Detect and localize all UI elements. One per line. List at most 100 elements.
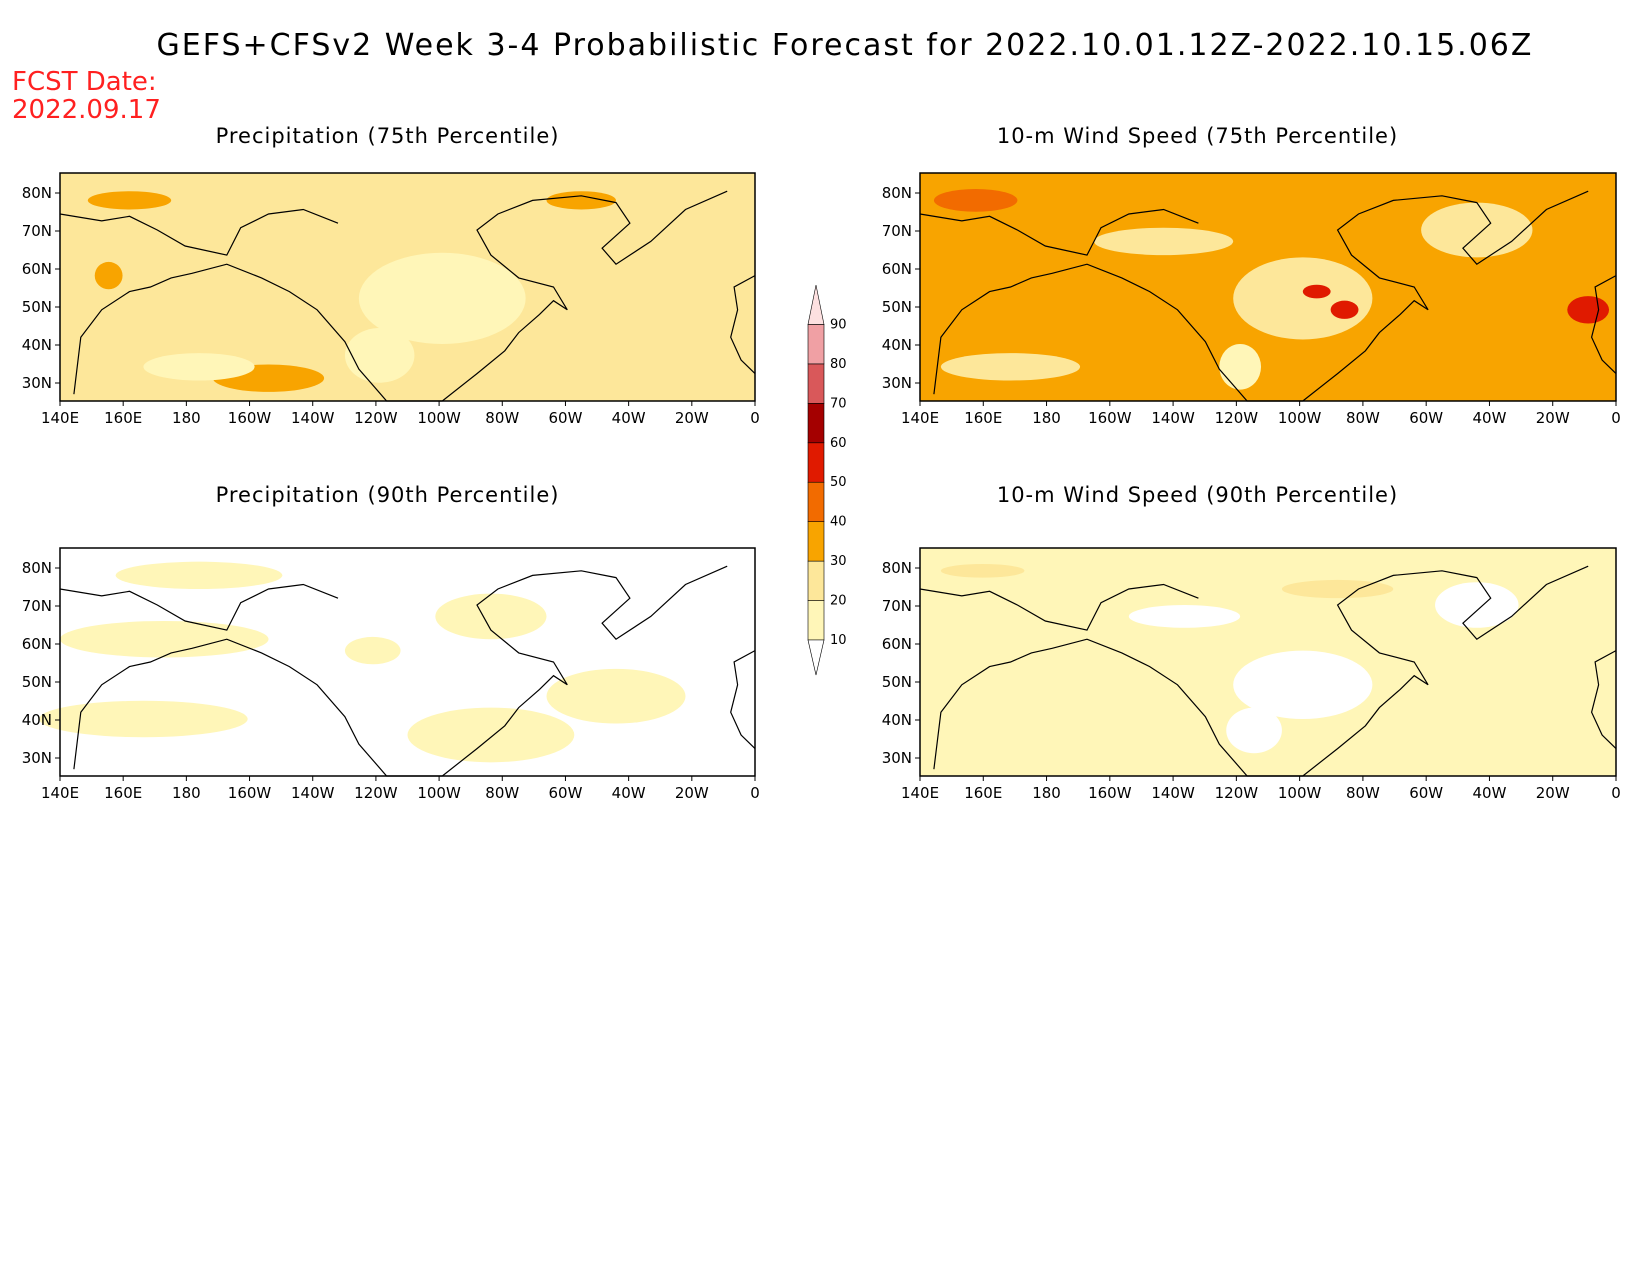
x-tick-label: 180 [172, 784, 201, 802]
coastline-north-america [73, 565, 728, 777]
colorbar-swatch [807, 481, 825, 522]
x-tick-label: 160E [964, 409, 1002, 427]
y-tick-label: 50N [22, 673, 52, 691]
x-tick-label: 20W [675, 409, 709, 427]
colorbar-swatch [807, 600, 825, 641]
shading-region [358, 252, 526, 344]
colorbar-swatch [807, 284, 825, 325]
x-tick-label: 140E [41, 409, 79, 427]
y-tick-label: 60N [882, 635, 912, 653]
colorbar-label: 10 [830, 633, 847, 648]
forecast-date-value: 2022.09.17 [12, 95, 161, 125]
shading-region [1233, 257, 1373, 340]
coastline-europe [1590, 650, 1617, 750]
x-tick-label: 40W [1472, 784, 1506, 802]
shading-region [39, 700, 248, 738]
y-tick-label: 70N [22, 597, 52, 615]
x-tick-label: 40W [1472, 409, 1506, 427]
shading-region [1233, 650, 1373, 719]
y-tick-label: 30N [882, 374, 912, 392]
x-tick-label: 120W [1215, 409, 1259, 427]
x-tick-label: 140W [1151, 784, 1195, 802]
x-tick-label: 140E [41, 784, 79, 802]
x-tick-label: 20W [1536, 784, 1570, 802]
shading-region [344, 328, 415, 383]
x-tick-label: 180 [1032, 784, 1061, 802]
shading-region [94, 261, 123, 290]
shading-region [60, 620, 269, 658]
y-tick-label: 40N [22, 336, 52, 354]
coastline-arctic [919, 208, 1199, 256]
colorbar: 10 20 30 40 50 60 70 80 90 [807, 284, 847, 676]
x-tick-label: 160E [964, 784, 1002, 802]
x-tick-label: 140E [901, 784, 939, 802]
x-tick-label: 120W [354, 409, 398, 427]
y-tick-label: 70N [22, 222, 52, 240]
colorbar-swatch [807, 403, 825, 444]
x-tick-label: 140W [291, 409, 335, 427]
x-tick-label: 160W [228, 409, 272, 427]
y-tick-label: 60N [882, 260, 912, 278]
shading-region [275, 230, 359, 276]
shading-region [1421, 202, 1533, 258]
colorbar-label: 20 [830, 594, 847, 609]
shading-region [546, 191, 616, 210]
map-panel-precip90: 140E 160E 180 160W 140W 120W 100W 80W 60W 40W 20W 0… [22, 547, 760, 802]
x-tick-label: 100W [417, 409, 461, 427]
x-tick-label: 100W [1278, 784, 1322, 802]
y-tick-label: 30N [22, 749, 52, 767]
coastline-north-america [933, 565, 1589, 777]
x-tick-label: 80W [485, 409, 519, 427]
colorbar-swatch [807, 324, 825, 365]
y-tick-label: 50N [882, 298, 912, 316]
x-tick-label: 160W [228, 784, 272, 802]
x-tick-label: 160E [104, 409, 142, 427]
shading-region [940, 353, 1081, 381]
x-tick-label: 60W [548, 409, 582, 427]
map-frame [919, 172, 1617, 402]
shading-region [1567, 296, 1610, 324]
y-tick-label: 30N [882, 749, 912, 767]
y-tick-label: 40N [882, 711, 912, 729]
y-tick-label: 50N [882, 673, 912, 691]
figure-title: GEFS+CFSv2 Week 3-4 Probabilistic Foreca… [156, 28, 1534, 63]
y-tick-label: 80N [882, 184, 912, 202]
x-tick-label: 100W [1278, 409, 1322, 427]
x-tick-label: 60W [1409, 784, 1443, 802]
x-tick-label: 140E [901, 409, 939, 427]
x-tick-label: 160E [104, 784, 142, 802]
colorbar-label: 90 [830, 317, 847, 332]
shading-region [1226, 707, 1282, 754]
shading-region [1435, 582, 1519, 628]
y-tick-label: 40N [882, 336, 912, 354]
shading-region [940, 563, 1025, 578]
map-frame [59, 547, 756, 777]
x-tick-label: 20W [1536, 409, 1570, 427]
panel-title-wind75: 10-m Wind Speed (75th Percentile) [996, 124, 1399, 148]
y-tick-label: 80N [22, 184, 52, 202]
shading-region [1281, 579, 1394, 599]
x-tick-label: 40W [612, 409, 646, 427]
x-tick-label: 140W [291, 784, 335, 802]
shading-region [1128, 605, 1241, 628]
x-tick-label: 0 [750, 784, 760, 802]
colorbar-swatch [807, 442, 825, 483]
x-tick-label: 80W [485, 784, 519, 802]
map-panel-precip75: 140E 160E 180 160W 140W 120W 100W 80W 60W 40W 20W 0… [22, 172, 760, 427]
x-tick-label: 60W [548, 784, 582, 802]
colorbar-label: 80 [830, 357, 847, 372]
x-tick-label: 0 [1611, 409, 1621, 427]
y-tick-label: 60N [22, 635, 52, 653]
y-tick-label: 50N [22, 298, 52, 316]
shading-region [115, 561, 283, 590]
x-tick-label: 100W [417, 784, 461, 802]
shading-region [435, 593, 547, 640]
x-tick-label: 0 [1611, 784, 1621, 802]
colorbar-label: 30 [830, 554, 847, 569]
coastline-north-america [73, 190, 728, 402]
colorbar-swatch [807, 560, 825, 601]
shading-region [407, 707, 575, 763]
map-panel-wind75: 140E 160E 180 160W 140W 120W 100W 80W 60W 40W 20W 0… [882, 172, 1621, 427]
panel-title-precip90: Precipitation (90th Percentile) [215, 483, 560, 507]
colorbar-swatch [807, 363, 825, 404]
